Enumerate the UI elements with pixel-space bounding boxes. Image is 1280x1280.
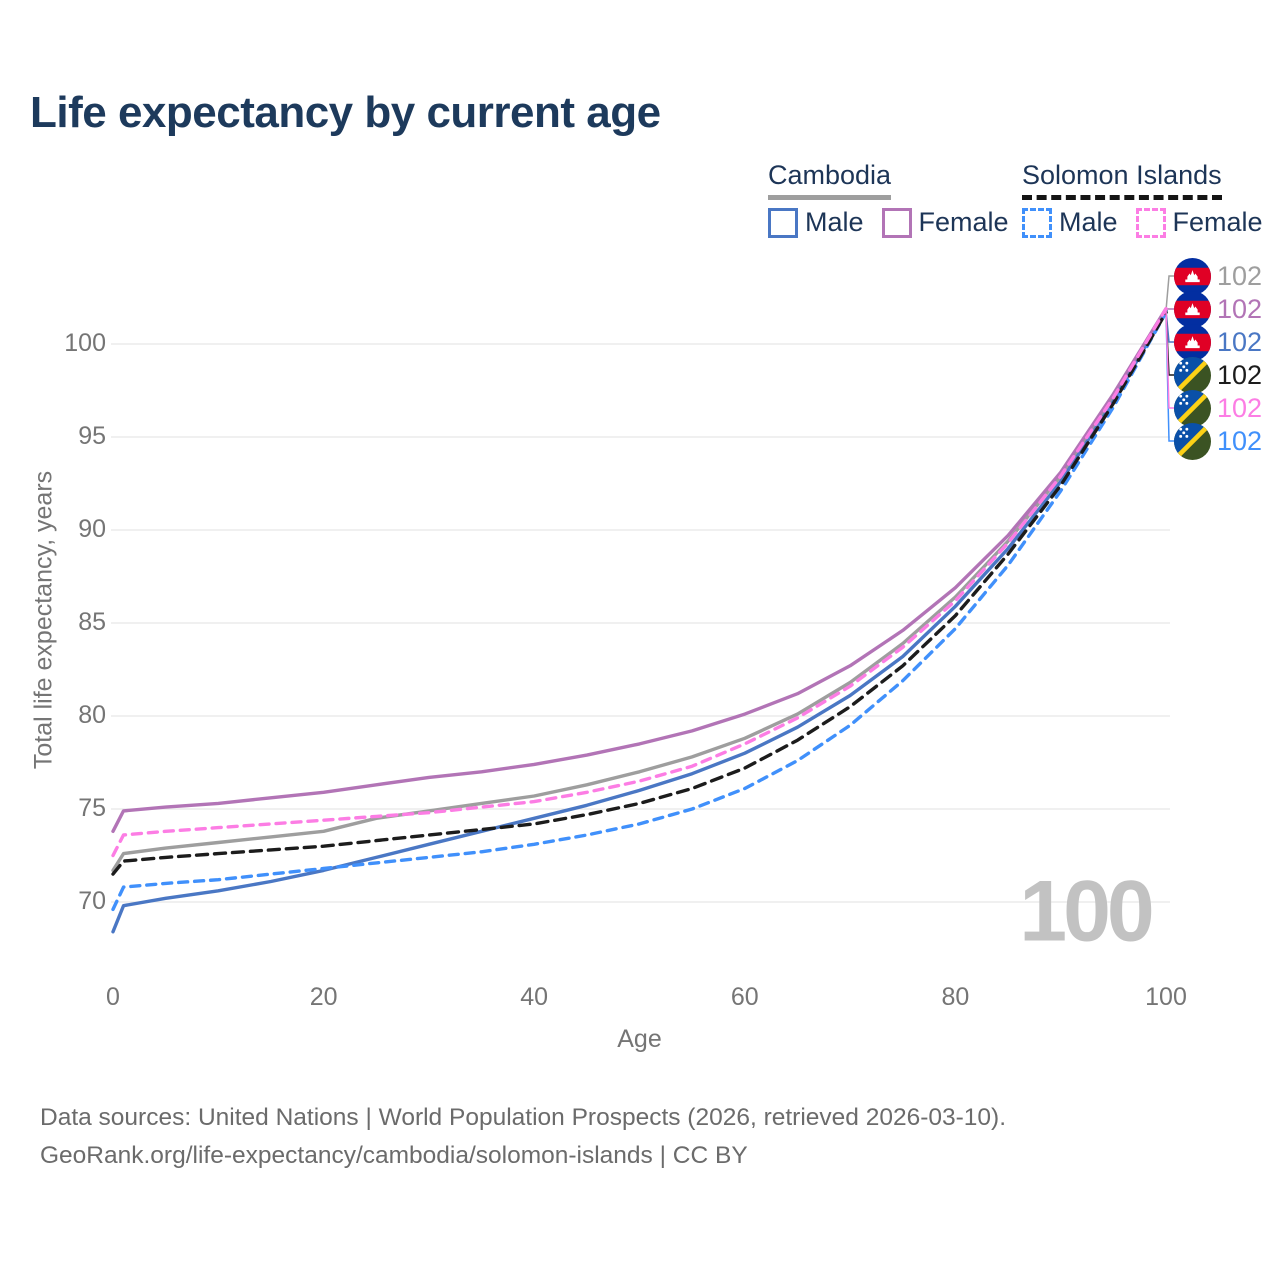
end-label-value: 102 [1217, 392, 1263, 423]
legend-swatch-cambodia-female [881, 207, 912, 238]
y-tick-100: 100 [64, 329, 106, 357]
end-label-solomon-islands-total: 102 [1174, 356, 1262, 394]
legend-heading-cambodia: Cambodia [768, 160, 892, 200]
end-label-solomon-islands-male: 102 [1174, 422, 1262, 460]
solomon-islands-flag-icon [1174, 356, 1211, 394]
legend-item-solomon-islands-female[interactable]: Female [1135, 207, 1263, 238]
legend-item-cambodia-male[interactable]: Male [768, 207, 864, 238]
legend-item-solomon-islands-male[interactable]: Male [1022, 207, 1118, 238]
end-label-value: 102 [1217, 425, 1263, 456]
line-cambodia-total [111, 308, 1168, 873]
legend-swatch-solomon-islands-male [1022, 207, 1052, 238]
end-label-value: 102 [1217, 260, 1263, 291]
x-tick-20: 20 [309, 983, 338, 1011]
line-solomon-islands-total [111, 310, 1168, 876]
end-label-value: 102 [1217, 293, 1263, 324]
connector-cambodia-total [1165, 275, 1174, 311]
line-cambodia-male [111, 308, 1168, 934]
y-tick-95: 95 [78, 422, 106, 450]
y-tick-80: 80 [78, 701, 106, 729]
connector-solomon-islands-male [1165, 312, 1174, 442]
connector-solomon-islands-total [1165, 312, 1174, 376]
x-tick-80: 80 [941, 983, 970, 1011]
end-label-cambodia-male: 102 [1174, 323, 1262, 361]
line-solomon-islands-female [111, 307, 1168, 858]
y-tick-90: 90 [78, 515, 106, 543]
solomon-islands-flag-icon [1174, 389, 1211, 427]
legend-group-solomon-islands: Solomon Islands Male Female [1022, 160, 1263, 238]
legend-item-label: Male [1059, 207, 1118, 237]
end-label-cambodia-female: 102 [1174, 290, 1262, 328]
y-tick-75: 75 [78, 794, 106, 822]
connector-cambodia-male [1165, 310, 1174, 343]
line-solomon-islands-male [111, 310, 1168, 912]
page-title: Life expectancy by current age [30, 88, 661, 137]
end-label-value: 102 [1217, 326, 1263, 357]
y-tick-70: 70 [78, 887, 106, 915]
cambodia-flag-icon [1174, 257, 1211, 295]
legend-item-label: Female [918, 207, 1009, 237]
x-tick-40: 40 [520, 983, 549, 1011]
x-tick-0: 0 [106, 983, 120, 1011]
line-cambodia-female [111, 307, 1168, 833]
legend-item-cambodia-female[interactable]: Female [881, 207, 1009, 238]
legend-item-label: Female [1172, 207, 1263, 237]
y-axis-label: Total life expectancy, years [29, 470, 58, 770]
solomon-islands-flag-icon [1174, 422, 1211, 460]
y-tick-85: 85 [78, 608, 106, 636]
legend-swatch-cambodia-male [768, 207, 798, 238]
connector-solomon-islands-female [1165, 308, 1174, 409]
legend-item-label: Male [805, 207, 864, 237]
x-tick-100: 100 [1145, 983, 1187, 1011]
x-tick-60: 60 [730, 983, 759, 1011]
cambodia-flag-icon [1174, 323, 1211, 361]
end-label-cambodia-total: 102 [1174, 257, 1262, 295]
cambodia-flag-icon [1174, 290, 1211, 328]
legend-swatch-solomon-islands-female [1135, 207, 1166, 238]
attribution-note: GeoRank.org/life-expectancy/cambodia/sol… [40, 1142, 748, 1169]
data-sources-note: Data sources: United Nations | World Pop… [40, 1104, 1007, 1131]
age-watermark: 100 [1019, 863, 1154, 960]
end-label-solomon-islands-female: 102 [1174, 389, 1262, 427]
end-label-value: 102 [1217, 359, 1263, 390]
x-axis-label: Age [617, 1025, 662, 1053]
legend-heading-solomon-islands: Solomon Islands [1022, 160, 1222, 200]
legend-group-cambodia: Cambodia Male Female [768, 160, 1009, 238]
